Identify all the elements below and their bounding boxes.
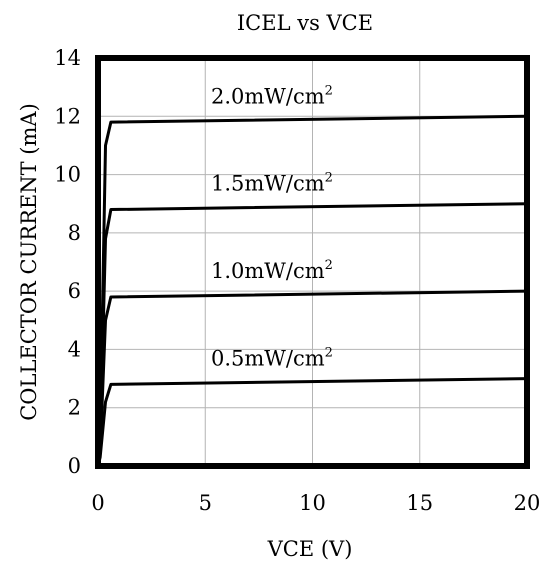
plot-frame xyxy=(95,55,530,469)
y-tick-label: 8 xyxy=(68,221,81,245)
y-tick-label: 12 xyxy=(54,104,81,128)
y-tick-label: 4 xyxy=(68,337,81,361)
y-tick-labels: 0 2 4 6 8 10 12 14 xyxy=(54,46,81,478)
x-tick-label: 0 xyxy=(91,491,104,515)
y-tick-label: 6 xyxy=(68,279,81,303)
series-label: 2.0mW/cm2 xyxy=(211,83,333,108)
x-tick-label: 15 xyxy=(406,491,433,515)
x-axis-label: VCE (V) xyxy=(267,537,353,561)
chart-title: ICEL vs VCE xyxy=(237,11,373,35)
x-tick-label: 20 xyxy=(514,491,541,515)
series-label: 1.0mW/cm2 xyxy=(211,258,333,283)
y-tick-label: 10 xyxy=(54,163,81,187)
x-tick-labels: 0 5 10 15 20 xyxy=(91,491,540,515)
series-annotations: 0.5mW/cm2 1.0mW/cm2 1.5mW/cm2 2.0mW/cm2 xyxy=(211,83,333,370)
x-tick-label: 5 xyxy=(199,491,212,515)
y-tick-label: 0 xyxy=(68,454,81,478)
y-tick-label: 14 xyxy=(54,46,81,70)
y-tick-label: 2 xyxy=(68,396,81,420)
y-axis-label: COLLECTOR CURRENT (mA) xyxy=(17,103,41,421)
series-label: 1.5mW/cm2 xyxy=(211,171,333,196)
series-label: 0.5mW/cm2 xyxy=(211,346,333,371)
x-tick-label: 10 xyxy=(299,491,326,515)
